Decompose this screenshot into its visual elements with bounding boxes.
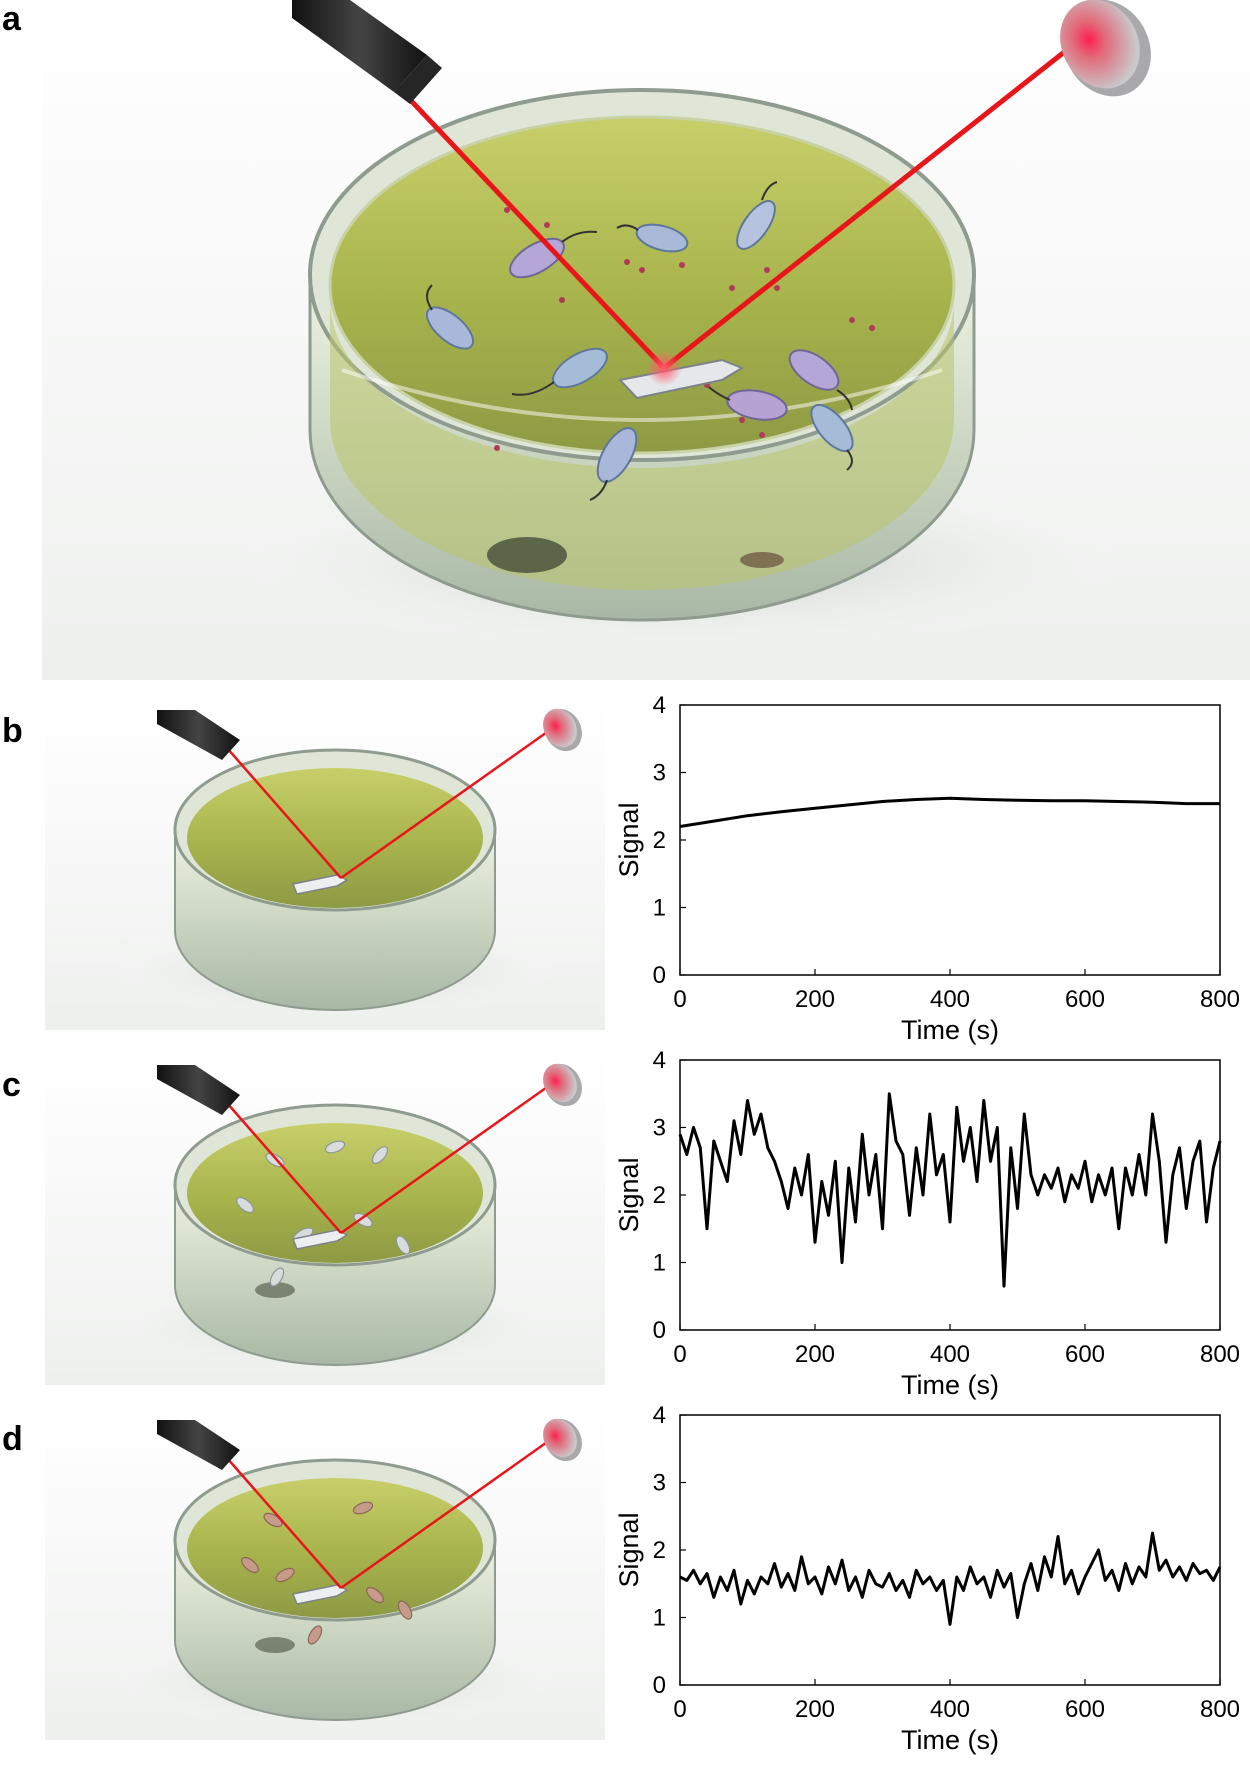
reflected-laser-beam bbox=[662, 36, 1084, 370]
x-tick-label: 800 bbox=[1200, 986, 1240, 1013]
chart-c: 0 200 400 600 800 0 1 2 3 4 Time (s) Signal bbox=[614, 1047, 1240, 1400]
particles bbox=[494, 207, 875, 451]
signal-trace bbox=[679, 1531, 1222, 1626]
laser-pointer-icon bbox=[292, 0, 442, 104]
y-tick-label: 2 bbox=[653, 1182, 666, 1209]
panel-label-d: d bbox=[2, 1420, 23, 1458]
bacteria-group bbox=[241, 1501, 413, 1645]
bacterium-icon bbox=[324, 1140, 346, 1154]
bacterium-icon bbox=[269, 1267, 285, 1287]
bacterium-icon bbox=[366, 1586, 384, 1604]
bacterium-icon bbox=[397, 1600, 413, 1620]
photodetector-disc-icon bbox=[1060, 0, 1151, 97]
cantilever-chip-icon bbox=[291, 1584, 349, 1605]
x-tick-label: 800 bbox=[1200, 1341, 1240, 1368]
photodetector-disc-icon bbox=[543, 1418, 582, 1462]
y-tick-label: 2 bbox=[653, 827, 666, 854]
x-tick-label: 200 bbox=[795, 1696, 835, 1723]
y-tick-label: 0 bbox=[653, 962, 666, 989]
bacterium-icon bbox=[589, 427, 638, 501]
panel-label-c: c bbox=[2, 1066, 21, 1104]
x-tick-label: 800 bbox=[1200, 1696, 1240, 1723]
plot-frame bbox=[679, 1059, 1221, 1331]
plot-frame bbox=[679, 704, 1221, 976]
x-axis-label: Time (s) bbox=[901, 1015, 999, 1045]
y-tick-label: 3 bbox=[653, 760, 666, 787]
x-tick-label: 400 bbox=[930, 1341, 970, 1368]
cantilever-chip-icon bbox=[618, 358, 745, 400]
laser-pointer-icon bbox=[157, 1065, 240, 1115]
chart-d: 0 200 400 600 800 0 1 2 3 4 Time (s) Signal bbox=[614, 1402, 1240, 1755]
illustration-d bbox=[45, 1410, 605, 1740]
petri-dish bbox=[173, 748, 497, 1011]
y-tick-label: 3 bbox=[653, 1115, 666, 1142]
y-tick-label: 2 bbox=[653, 1537, 666, 1564]
y-axis-label: Signal bbox=[614, 1157, 644, 1232]
plot-frame bbox=[679, 1414, 1221, 1686]
reflected-laser-beam bbox=[340, 728, 551, 880]
x-axis-label: Time (s) bbox=[901, 1725, 999, 1755]
y-axis-label: Signal bbox=[614, 1512, 644, 1587]
reflected-laser-beam bbox=[340, 1083, 551, 1235]
bacterium-icon bbox=[263, 1512, 283, 1528]
petri-dish bbox=[173, 1458, 497, 1721]
x-tick-label: 0 bbox=[673, 1696, 686, 1723]
x-tick-label: 200 bbox=[795, 986, 835, 1013]
illustration-b bbox=[45, 700, 605, 1030]
incident-laser-beam bbox=[219, 1094, 342, 1234]
bacterium-icon bbox=[371, 1146, 389, 1164]
laser-pointer-icon bbox=[157, 1420, 240, 1470]
y-tick-label: 4 bbox=[653, 692, 666, 719]
y-tick-label: 3 bbox=[653, 1470, 666, 1497]
bacterium-icon bbox=[616, 223, 689, 253]
x-tick-label: 400 bbox=[930, 1696, 970, 1723]
illustration-c bbox=[45, 1055, 605, 1385]
x-tick-label: 600 bbox=[1065, 1341, 1105, 1368]
x-tick-label: 600 bbox=[1065, 1696, 1105, 1723]
y-tick-label: 0 bbox=[653, 1672, 666, 1699]
chart-b: 0 200 400 600 800 0 1 2 3 4 Time (s) Signal bbox=[614, 692, 1240, 1045]
y-tick-label: 1 bbox=[653, 1250, 666, 1277]
reflected-laser-beam bbox=[340, 1438, 551, 1590]
y-tick-label: 1 bbox=[653, 1605, 666, 1632]
bacterium-icon bbox=[425, 284, 475, 350]
x-tick-label: 200 bbox=[795, 1341, 835, 1368]
bacteria-group bbox=[425, 181, 854, 501]
cantilever-chip-icon bbox=[291, 1229, 349, 1250]
signal-trace bbox=[679, 796, 1220, 828]
bacterium-icon bbox=[395, 1235, 411, 1255]
bacterium-icon bbox=[307, 1625, 323, 1645]
x-tick-label: 0 bbox=[673, 1341, 686, 1368]
bacterium-icon bbox=[236, 1196, 254, 1214]
photodetector-disc-icon bbox=[543, 708, 582, 752]
panel-label-b: b bbox=[2, 712, 23, 750]
panel-label-a: a bbox=[2, 0, 21, 38]
y-tick-label: 4 bbox=[653, 1402, 666, 1429]
incident-laser-beam bbox=[380, 68, 666, 370]
signal-trace bbox=[678, 1092, 1222, 1288]
bacterium-icon bbox=[810, 403, 854, 471]
y-tick-label: 1 bbox=[653, 895, 666, 922]
x-tick-label: 600 bbox=[1065, 986, 1105, 1013]
incident-laser-beam bbox=[219, 739, 342, 879]
bacterium-icon bbox=[352, 1501, 374, 1515]
y-tick-label: 4 bbox=[653, 1047, 666, 1074]
bacterium-icon bbox=[275, 1567, 295, 1583]
x-axis-label: Time (s) bbox=[901, 1370, 999, 1400]
x-tick-label: 400 bbox=[930, 986, 970, 1013]
bacterium-icon bbox=[736, 181, 778, 250]
bacterium-icon bbox=[511, 347, 608, 396]
petri-dish bbox=[308, 88, 976, 622]
petri-dish bbox=[173, 1103, 497, 1366]
bacterium-icon bbox=[788, 349, 853, 411]
bacterium-icon bbox=[241, 1556, 259, 1574]
illustration-a bbox=[42, 0, 1250, 680]
x-tick-label: 0 bbox=[673, 986, 686, 1013]
y-tick-label: 0 bbox=[653, 1317, 666, 1344]
cantilever-chip-icon bbox=[291, 874, 349, 895]
photodetector-disc-icon bbox=[543, 1063, 582, 1107]
laser-pointer-icon bbox=[157, 710, 240, 760]
y-axis-label: Signal bbox=[614, 802, 644, 877]
incident-laser-beam bbox=[219, 1449, 342, 1589]
